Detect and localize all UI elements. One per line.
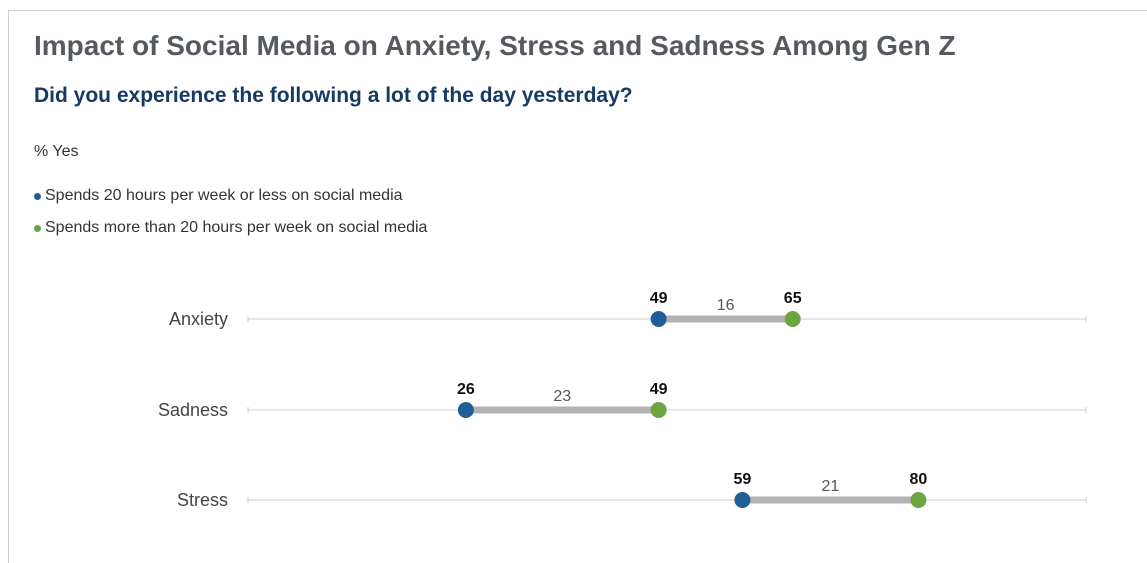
legend-label: Spends 20 hours per week or less on soci… — [45, 187, 403, 204]
legend-dot-icon — [34, 192, 41, 200]
chart-subtitle: Did you experience the following a lot o… — [34, 84, 633, 107]
legend: Spends 20 hours per week or less on soci… — [34, 180, 427, 244]
value-label: 65 — [784, 290, 802, 307]
category-label: Sadness — [158, 400, 228, 420]
data-point — [784, 311, 801, 327]
legend-label: Spends more than 20 hours per week on so… — [45, 219, 428, 236]
unit-label: % Yes — [34, 143, 79, 160]
legend-item-high-usage: Spends more than 20 hours per week on so… — [34, 212, 427, 244]
value-label: 49 — [650, 290, 668, 307]
difference-label: 16 — [717, 297, 735, 314]
value-label: 80 — [910, 471, 928, 488]
category-label: Stress — [177, 490, 228, 510]
difference-label: 21 — [822, 478, 840, 495]
data-point — [910, 492, 927, 508]
value-label: 49 — [650, 381, 668, 398]
data-point — [650, 402, 667, 418]
value-label: 59 — [734, 471, 752, 488]
legend-item-low-usage: Spends 20 hours per week or less on soci… — [34, 180, 427, 212]
data-point — [457, 402, 474, 418]
value-label: 26 — [457, 381, 475, 398]
chart-title: Impact of Social Media on Anxiety, Stres… — [34, 30, 956, 61]
data-point — [650, 311, 667, 327]
chart-frame — [8, 10, 1147, 563]
category-label: Anxiety — [169, 309, 228, 329]
data-point — [734, 492, 751, 508]
legend-dot-icon — [34, 224, 41, 232]
difference-label: 23 — [553, 388, 571, 405]
